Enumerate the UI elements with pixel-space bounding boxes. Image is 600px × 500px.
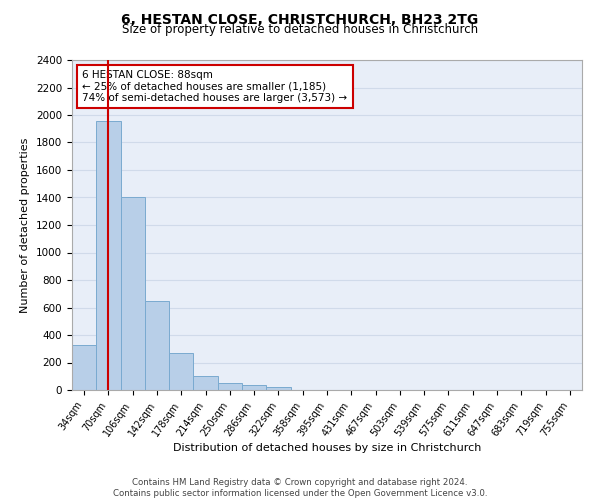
Text: 6, HESTAN CLOSE, CHRISTCHURCH, BH23 2TG: 6, HESTAN CLOSE, CHRISTCHURCH, BH23 2TG	[121, 12, 479, 26]
X-axis label: Distribution of detached houses by size in Christchurch: Distribution of detached houses by size …	[173, 444, 481, 454]
Bar	[96, 120, 121, 390]
Text: Size of property relative to detached houses in Christchurch: Size of property relative to detached ho…	[122, 22, 478, 36]
Bar	[121, 197, 145, 390]
Bar	[193, 376, 218, 390]
Bar	[266, 386, 290, 390]
Bar	[145, 302, 169, 390]
Bar	[72, 346, 96, 390]
Y-axis label: Number of detached properties: Number of detached properties	[20, 138, 31, 312]
Text: Contains HM Land Registry data © Crown copyright and database right 2024.
Contai: Contains HM Land Registry data © Crown c…	[113, 478, 487, 498]
Bar	[218, 384, 242, 390]
Bar	[242, 385, 266, 390]
Bar	[169, 353, 193, 390]
Text: 6 HESTAN CLOSE: 88sqm
← 25% of detached houses are smaller (1,185)
74% of semi-d: 6 HESTAN CLOSE: 88sqm ← 25% of detached …	[82, 70, 347, 103]
